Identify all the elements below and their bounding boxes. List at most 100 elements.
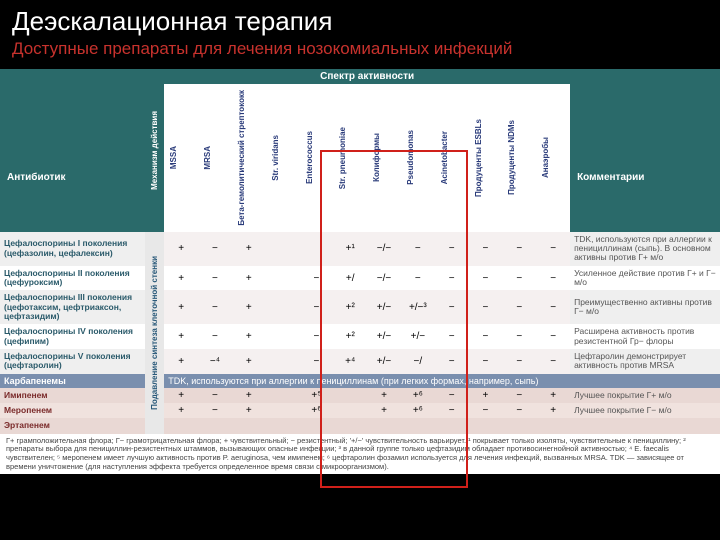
spec-cell: − xyxy=(435,403,469,418)
spec-cell: −⁴ xyxy=(198,349,232,374)
spec-cell: +⁵ xyxy=(300,388,334,403)
spec-cell: −/− xyxy=(367,266,401,291)
spec-cell: +/− xyxy=(401,324,435,349)
spec-cell: − xyxy=(198,232,232,266)
group-note: TDK, используются при аллергии к пеницил… xyxy=(164,374,720,388)
spec-cell: + xyxy=(232,290,266,324)
spectrum-col: Продуценты ESBLs xyxy=(469,84,503,232)
spec-cell: + xyxy=(232,349,266,374)
spec-cell: + xyxy=(232,403,266,418)
spec-cell xyxy=(266,388,300,403)
drug-name: Цефалоспорины II поколения (цефуроксим) xyxy=(0,266,145,291)
spec-cell: − xyxy=(198,403,232,418)
spec-cell xyxy=(469,418,503,433)
spectrum-col: Enterococcus xyxy=(300,84,334,232)
spec-cell: − xyxy=(502,403,536,418)
spec-cell xyxy=(266,349,300,374)
spec-cell: − xyxy=(502,232,536,266)
spec-cell: − xyxy=(435,266,469,291)
spec-cell: − xyxy=(435,324,469,349)
spec-cell: − xyxy=(469,266,503,291)
spec-cell xyxy=(333,403,367,418)
spec-cell: − xyxy=(401,266,435,291)
spec-cell: − xyxy=(469,403,503,418)
spec-cell: + xyxy=(164,403,198,418)
spec-cell: + xyxy=(164,232,198,266)
spec-cell: + xyxy=(232,388,266,403)
spec-cell xyxy=(164,418,198,433)
spec-cell: +/ xyxy=(333,266,367,291)
spec-cell: − xyxy=(435,232,469,266)
spec-cell: − xyxy=(469,290,503,324)
spec-cell: − xyxy=(435,388,469,403)
spec-cell xyxy=(266,266,300,291)
spec-cell: + xyxy=(232,324,266,349)
spec-cell xyxy=(435,418,469,433)
spec-cell: −/− xyxy=(367,232,401,266)
mechanism-side: Подавление синтеза клеточной стенки xyxy=(145,232,164,434)
drug-name: Имипенем xyxy=(0,388,145,403)
spec-cell: − xyxy=(469,232,503,266)
spec-cell: − xyxy=(502,388,536,403)
spec-cell: +¹ xyxy=(333,232,367,266)
page-title: Деэскалационная терапия xyxy=(12,6,708,37)
spec-cell: +/− xyxy=(367,324,401,349)
col-mechanism: Механизм действия xyxy=(145,69,164,232)
spec-cell: − xyxy=(300,290,334,324)
spec-cell xyxy=(266,290,300,324)
spec-cell: −/ xyxy=(401,349,435,374)
spectrum-col: MSSA xyxy=(164,84,198,232)
spec-cell: − xyxy=(401,232,435,266)
spec-cell xyxy=(502,418,536,433)
spec-cell xyxy=(367,418,401,433)
spectrum-col: Колиформы xyxy=(367,84,401,232)
spec-cell: +/− xyxy=(367,349,401,374)
spec-cell: +/−³ xyxy=(401,290,435,324)
spec-cell: − xyxy=(536,266,570,291)
spec-cell xyxy=(198,418,232,433)
spectrum-col: Анаэробы xyxy=(536,84,570,232)
drug-spectrum-table: АнтибиотикМеханизм действияСпектр активн… xyxy=(0,69,720,474)
spec-cell: − xyxy=(300,349,334,374)
spec-cell: + xyxy=(164,388,198,403)
spec-cell: +⁴ xyxy=(333,349,367,374)
spec-cell: + xyxy=(469,388,503,403)
spec-cell xyxy=(266,232,300,266)
drug-comment: Цефтаролин демонстрирует активность прот… xyxy=(570,349,720,374)
spec-cell: − xyxy=(435,349,469,374)
spec-cell xyxy=(333,418,367,433)
spec-cell: +² xyxy=(333,290,367,324)
col-antibiotic: Антибиотик xyxy=(0,69,145,232)
spec-cell: + xyxy=(536,388,570,403)
spec-cell: +⁶ xyxy=(401,388,435,403)
spec-cell: + xyxy=(232,232,266,266)
spec-cell: − xyxy=(300,266,334,291)
spec-cell xyxy=(266,418,300,433)
spec-cell: + xyxy=(367,388,401,403)
spec-cell: − xyxy=(469,349,503,374)
spec-cell xyxy=(232,418,266,433)
spec-cell: +² xyxy=(333,324,367,349)
drug-comment: Усиленное действие против Г+ и Г− м/о xyxy=(570,266,720,291)
spec-cell: +⁶ xyxy=(401,403,435,418)
spec-cell: + xyxy=(164,324,198,349)
group-name: Карбапенемы xyxy=(0,374,145,388)
drug-comment: Лучшее покрытие Г− м/о xyxy=(570,403,720,418)
spec-cell: − xyxy=(502,349,536,374)
drug-comment xyxy=(570,418,720,433)
spectrum-title: Спектр активности xyxy=(164,69,570,84)
spec-cell: + xyxy=(164,290,198,324)
spec-cell: − xyxy=(300,324,334,349)
spec-cell xyxy=(536,418,570,433)
spectrum-col: Str. viridans xyxy=(266,84,300,232)
spectrum-col: Acinetobacter xyxy=(435,84,469,232)
spec-cell xyxy=(401,418,435,433)
footnote: Г+ грамположительная флора; Г− грамотриц… xyxy=(0,434,720,475)
drug-name: Цефалоспорины V поколения (цефтаролин) xyxy=(0,349,145,374)
spectrum-col: Pseudomonas xyxy=(401,84,435,232)
spec-cell: − xyxy=(502,266,536,291)
spec-cell: − xyxy=(536,232,570,266)
spectrum-col: Бета-гемолитический стрептококк xyxy=(232,84,266,232)
spec-cell: − xyxy=(536,324,570,349)
spec-cell: − xyxy=(536,290,570,324)
